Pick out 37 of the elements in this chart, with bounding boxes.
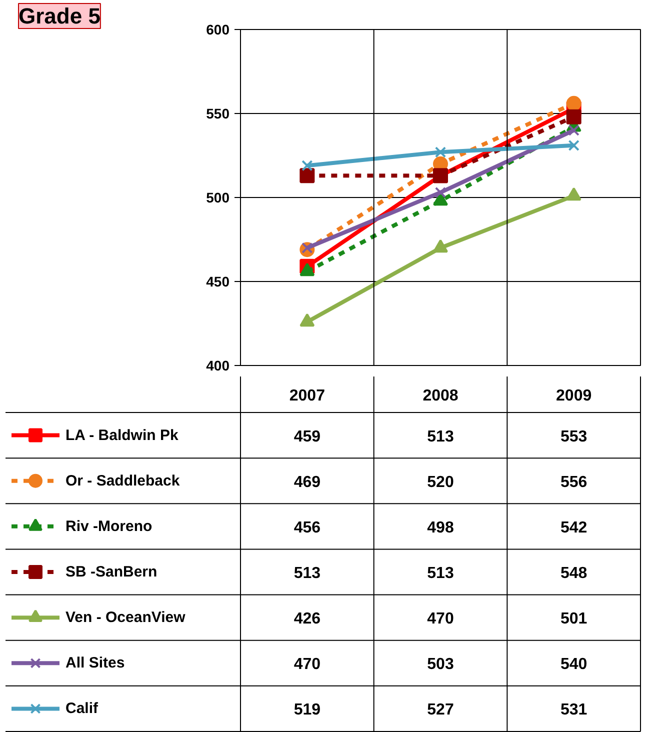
x-tick-label: 2007: [289, 388, 326, 404]
data-label: 556: [560, 474, 588, 491]
data-label: 520: [427, 474, 454, 491]
data-label: 519: [294, 702, 321, 719]
data-label: 459: [294, 428, 321, 446]
x-tick-label: 2009: [556, 388, 592, 404]
y-tick-label: 400: [206, 358, 230, 374]
data-label: 469: [294, 474, 321, 491]
data-label: 498: [427, 519, 454, 536]
data-label: 548: [560, 565, 588, 582]
data-label: 531: [560, 702, 588, 719]
legend-label: LA - Baldwin Pk: [66, 426, 179, 444]
data-label: 553: [560, 428, 588, 446]
data-label: 470: [427, 610, 454, 628]
legend-label: Ven - OceanView: [66, 609, 186, 626]
data-label: 540: [560, 656, 588, 674]
legend-label: SB -SanBern: [66, 564, 158, 580]
data-label: 542: [560, 519, 588, 536]
data-label: 513: [427, 565, 454, 582]
data-label: 513: [427, 428, 454, 446]
y-tick-label: 600: [206, 22, 230, 38]
y-tick-label: 550: [206, 106, 230, 122]
data-label: 470: [294, 656, 321, 674]
text: Grade 5: [18, 4, 100, 28]
legend-label: Or - Saddleback: [66, 472, 180, 490]
legend-label: Riv -Moreno: [66, 518, 152, 535]
data-label: 503: [427, 656, 454, 674]
data-label: 501: [560, 610, 588, 628]
legend-label: All Sites: [66, 654, 125, 672]
data-label: 456: [294, 519, 321, 536]
data-label: 513: [294, 565, 321, 582]
x-tick-label: 2008: [422, 388, 458, 404]
y-tick-label: 450: [206, 274, 230, 290]
y-tick-label: 500: [206, 190, 230, 206]
data-label: 527: [427, 702, 454, 719]
data-label: 426: [294, 610, 321, 628]
legend-label: Calif: [66, 700, 100, 718]
